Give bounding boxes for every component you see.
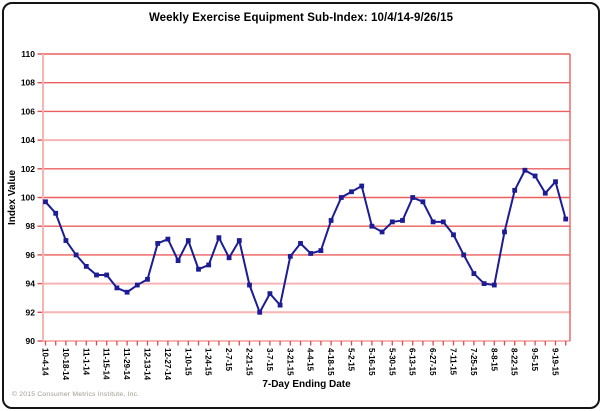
data-point <box>73 252 79 258</box>
x-tick-label: 5-30-15 <box>387 348 396 376</box>
data-point <box>134 282 140 288</box>
data-point <box>359 183 365 189</box>
x-tick-label: 10-18-14 <box>61 348 70 381</box>
data-point <box>63 238 69 243</box>
data-point <box>532 173 538 179</box>
x-tick-label: 12-27-14 <box>163 348 172 381</box>
y-tick-label: 100 <box>21 193 35 203</box>
y-tick-label: 102 <box>21 164 35 174</box>
x-tick-label: 6-27-15 <box>428 348 437 376</box>
data-point <box>185 238 191 243</box>
y-tick-label: 92 <box>26 307 36 317</box>
data-point <box>196 266 201 272</box>
data-point <box>104 272 110 278</box>
data-point <box>318 248 324 253</box>
data-point <box>145 276 150 282</box>
data-point <box>440 219 446 225</box>
x-tick-label: 11-15-14 <box>102 348 111 380</box>
x-tick-label: 12-13-14 <box>143 348 152 381</box>
x-tick-label: 3-21-15 <box>285 348 294 376</box>
data-point <box>287 253 293 259</box>
x-tick-label: 9-19-15 <box>551 348 560 376</box>
data-point <box>216 235 222 241</box>
data-point <box>226 255 232 261</box>
data-point <box>400 218 405 223</box>
data-point <box>471 271 477 276</box>
y-tick-label: 106 <box>21 106 35 116</box>
data-point <box>491 282 497 288</box>
x-tick-label: 2-21-15 <box>245 348 254 376</box>
data-point <box>553 179 558 185</box>
copyright-note: © 2015 Consumer Metrics Institute, Inc. <box>12 391 140 398</box>
data-point <box>114 285 120 291</box>
x-tick-label: 11-29-14 <box>122 348 131 380</box>
x-tick-label: 9-5-15 <box>530 348 539 372</box>
data-point <box>369 223 375 229</box>
data-point <box>43 199 48 205</box>
x-tick-label: 1-10-15 <box>183 348 192 376</box>
data-point <box>328 218 334 223</box>
data-point <box>257 309 263 315</box>
data-point <box>410 195 416 200</box>
data-point <box>430 219 436 225</box>
data-point <box>542 190 548 196</box>
data-point <box>349 189 354 195</box>
data-point <box>206 262 212 268</box>
data-series-line <box>44 168 567 315</box>
x-tick-label: 4-18-15 <box>326 348 335 376</box>
x-tick-label: 7-11-15 <box>449 348 458 376</box>
x-tick-label: 1-24-15 <box>204 348 213 376</box>
x-tick-label: 2-7-15 <box>224 348 233 372</box>
data-point <box>502 229 507 235</box>
data-point <box>267 291 273 297</box>
y-tick-label: 110 <box>21 49 35 59</box>
data-point <box>175 258 181 264</box>
x-tick-label: 5-16-15 <box>367 348 376 376</box>
y-tick-label: 94 <box>26 279 36 289</box>
data-point <box>522 167 528 173</box>
data-point <box>512 187 518 193</box>
data-point <box>420 199 426 205</box>
data-point <box>53 210 59 216</box>
data-point <box>379 229 385 235</box>
x-tick-label: 11-1-14 <box>81 348 90 376</box>
data-point <box>389 219 395 225</box>
data-point <box>83 263 89 269</box>
data-point <box>461 252 467 258</box>
data-point <box>308 251 314 256</box>
y-tick-label: 98 <box>26 221 36 231</box>
data-point <box>298 241 303 246</box>
chart-title: Weekly Exercise Equipment Sub-Index: 10/… <box>148 12 454 24</box>
y-tick-label: 90 <box>26 336 36 346</box>
data-point <box>236 238 242 243</box>
data-point <box>277 302 283 308</box>
data-point <box>338 195 344 200</box>
data-point <box>247 282 252 288</box>
x-tick-label: 5-2-15 <box>347 348 356 372</box>
x-tick-label: 6-13-15 <box>408 348 417 376</box>
x-tick-label: 4-4-15 <box>306 348 315 372</box>
data-point <box>451 232 456 238</box>
data-point <box>155 241 161 246</box>
x-tick-label: 8-8-15 <box>489 348 498 372</box>
data-point <box>563 216 569 222</box>
x-tick-label: 3-7-15 <box>265 348 274 372</box>
y-axis-title: Index Value <box>7 170 18 225</box>
y-tick-label: 108 <box>21 78 35 88</box>
data-point <box>94 272 99 278</box>
x-axis-title: 7-Day Ending Date <box>262 379 351 390</box>
y-tick-label: 104 <box>21 135 35 145</box>
data-point <box>124 289 130 295</box>
y-tick-label: 96 <box>26 250 36 260</box>
data-point <box>481 281 487 286</box>
x-tick-label: 8-22-15 <box>510 348 519 376</box>
x-tick-label: 7-25-15 <box>469 348 478 376</box>
data-point <box>165 236 171 242</box>
x-tick-label: 10-4-14 <box>41 348 50 376</box>
